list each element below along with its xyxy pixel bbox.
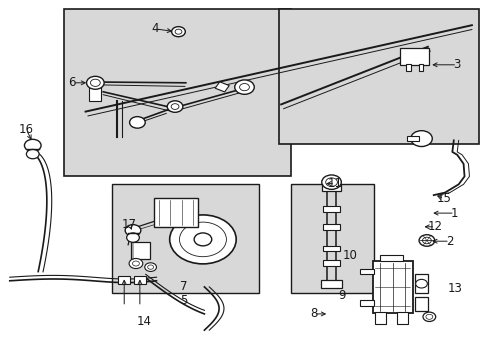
Bar [131, 242, 149, 259]
Circle shape [171, 104, 179, 109]
Circle shape [179, 222, 226, 257]
Bar [360, 269, 373, 274]
Circle shape [422, 312, 435, 321]
Text: 1: 1 [450, 207, 458, 220]
Bar [322, 206, 340, 212]
Bar [322, 224, 340, 230]
Text: 6: 6 [68, 76, 76, 89]
Bar [399, 48, 428, 65]
Bar [290, 184, 373, 293]
Circle shape [144, 263, 156, 271]
Circle shape [169, 215, 236, 264]
Bar [322, 260, 340, 266]
Bar [154, 198, 198, 227]
Bar [321, 184, 341, 191]
Bar [360, 300, 373, 306]
Text: 5: 5 [179, 294, 187, 307]
Circle shape [129, 117, 145, 128]
Circle shape [175, 29, 182, 34]
Text: 13: 13 [447, 282, 461, 294]
Circle shape [418, 235, 434, 246]
Text: 7: 7 [179, 280, 187, 293]
Text: 10: 10 [342, 249, 356, 262]
Bar [278, 9, 478, 144]
Bar [379, 255, 403, 261]
Text: 14: 14 [137, 315, 151, 328]
Circle shape [167, 101, 183, 112]
Text: 12: 12 [427, 220, 442, 233]
Bar [89, 79, 101, 101]
Circle shape [415, 279, 427, 288]
Bar [372, 261, 412, 313]
Bar [418, 64, 423, 71]
Text: 11: 11 [327, 177, 342, 190]
Text: 17: 17 [122, 218, 137, 231]
Circle shape [239, 84, 249, 91]
Text: 3: 3 [452, 58, 460, 71]
Circle shape [132, 261, 139, 266]
Circle shape [325, 178, 337, 186]
Circle shape [410, 131, 431, 147]
Circle shape [321, 175, 341, 189]
Bar [374, 312, 385, 324]
Circle shape [422, 237, 430, 244]
Text: 16: 16 [19, 123, 34, 136]
Circle shape [125, 225, 141, 236]
Bar [118, 276, 130, 284]
Bar [215, 82, 229, 92]
Bar [63, 9, 290, 176]
Circle shape [234, 80, 254, 94]
Circle shape [24, 139, 41, 152]
Circle shape [129, 258, 142, 269]
Circle shape [86, 76, 104, 89]
Text: 2: 2 [445, 235, 453, 248]
Bar [414, 297, 427, 311]
Circle shape [194, 233, 211, 246]
Bar [396, 312, 407, 324]
Bar [322, 246, 340, 251]
Bar [414, 274, 427, 293]
Text: 15: 15 [436, 192, 450, 205]
Bar [134, 276, 145, 284]
Circle shape [26, 149, 39, 159]
Text: 4: 4 [151, 22, 159, 35]
Bar [320, 280, 342, 288]
Bar [112, 184, 259, 293]
Bar [405, 64, 410, 71]
Bar [406, 136, 418, 141]
Circle shape [147, 265, 153, 269]
Text: 8: 8 [309, 307, 317, 320]
Text: 9: 9 [338, 289, 346, 302]
Circle shape [425, 314, 432, 319]
Circle shape [171, 27, 185, 37]
Circle shape [90, 79, 100, 86]
Circle shape [126, 233, 139, 242]
